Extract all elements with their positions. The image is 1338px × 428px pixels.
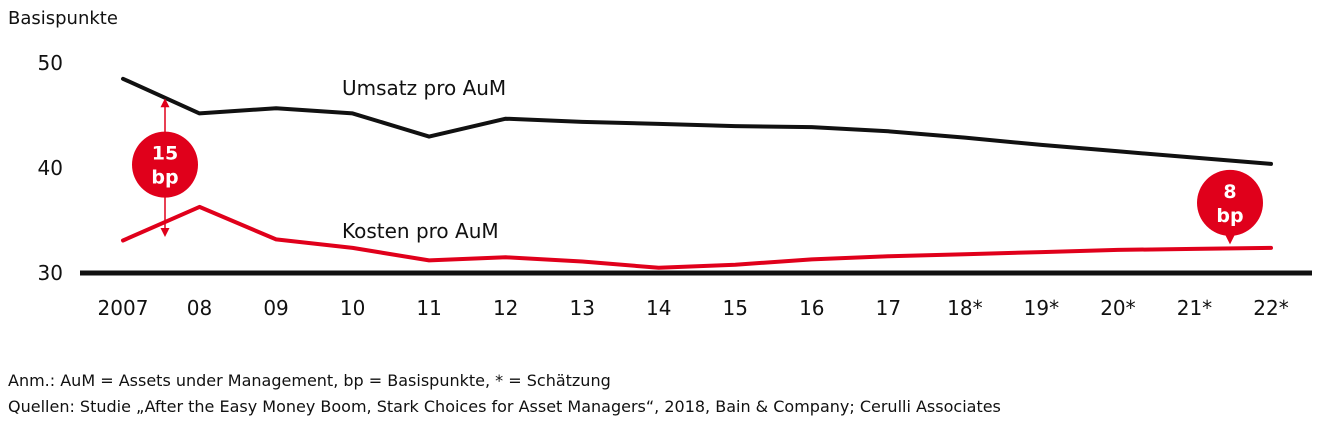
series-line-umsatz	[121, 76, 1273, 166]
y-axis-title: Basispunkte	[8, 8, 118, 29]
footnote-abbreviations: Anm.: AuM = Assets under Management, bp …	[8, 371, 611, 390]
x-tick-label: 22*	[1253, 296, 1288, 320]
x-tick-label: 16	[799, 296, 824, 320]
y-tick-label: 50	[38, 51, 63, 75]
gap-annotation: 8bp	[1197, 169, 1263, 245]
gap-badge-value: 8	[1223, 181, 1236, 203]
x-tick-label: 08	[187, 296, 212, 320]
series-label-kosten: Kosten pro AuM	[342, 219, 499, 243]
x-tick-label: 19*	[1024, 296, 1059, 320]
x-tick-label: 20*	[1100, 296, 1135, 320]
gap-badge	[132, 131, 198, 198]
gap-badge-value: 15	[152, 143, 178, 165]
x-tick-label: 2007	[98, 296, 149, 320]
x-tick-label: 18*	[947, 296, 982, 320]
x-tick-label: 09	[263, 296, 288, 320]
gap-badge	[1197, 169, 1263, 236]
x-tick-label: 14	[646, 296, 671, 320]
y-tick-label: 40	[38, 156, 63, 180]
line-chart: Basispunkte 50 40 30 2007 08 09 10 11 12 13 14 15 16 1…	[8, 8, 1312, 320]
x-tick-label: 17	[876, 296, 901, 320]
x-tick-label: 12	[493, 296, 518, 320]
x-tick-label: 21*	[1177, 296, 1212, 320]
footnote-sources: Quellen: Studie „After the Easy Money Bo…	[8, 397, 1001, 416]
series-label-umsatz: Umsatz pro AuM	[342, 76, 506, 100]
series-line-kosten	[121, 204, 1273, 270]
gap-badge-unit: bp	[151, 167, 178, 189]
x-tick-label: 13	[569, 296, 594, 320]
y-tick-label: 30	[38, 261, 63, 285]
x-tick-label: 10	[340, 296, 365, 320]
gap-badge-unit: bp	[1216, 205, 1243, 227]
x-tick-label: 15	[723, 296, 748, 320]
x-tick-label: 11	[416, 296, 441, 320]
